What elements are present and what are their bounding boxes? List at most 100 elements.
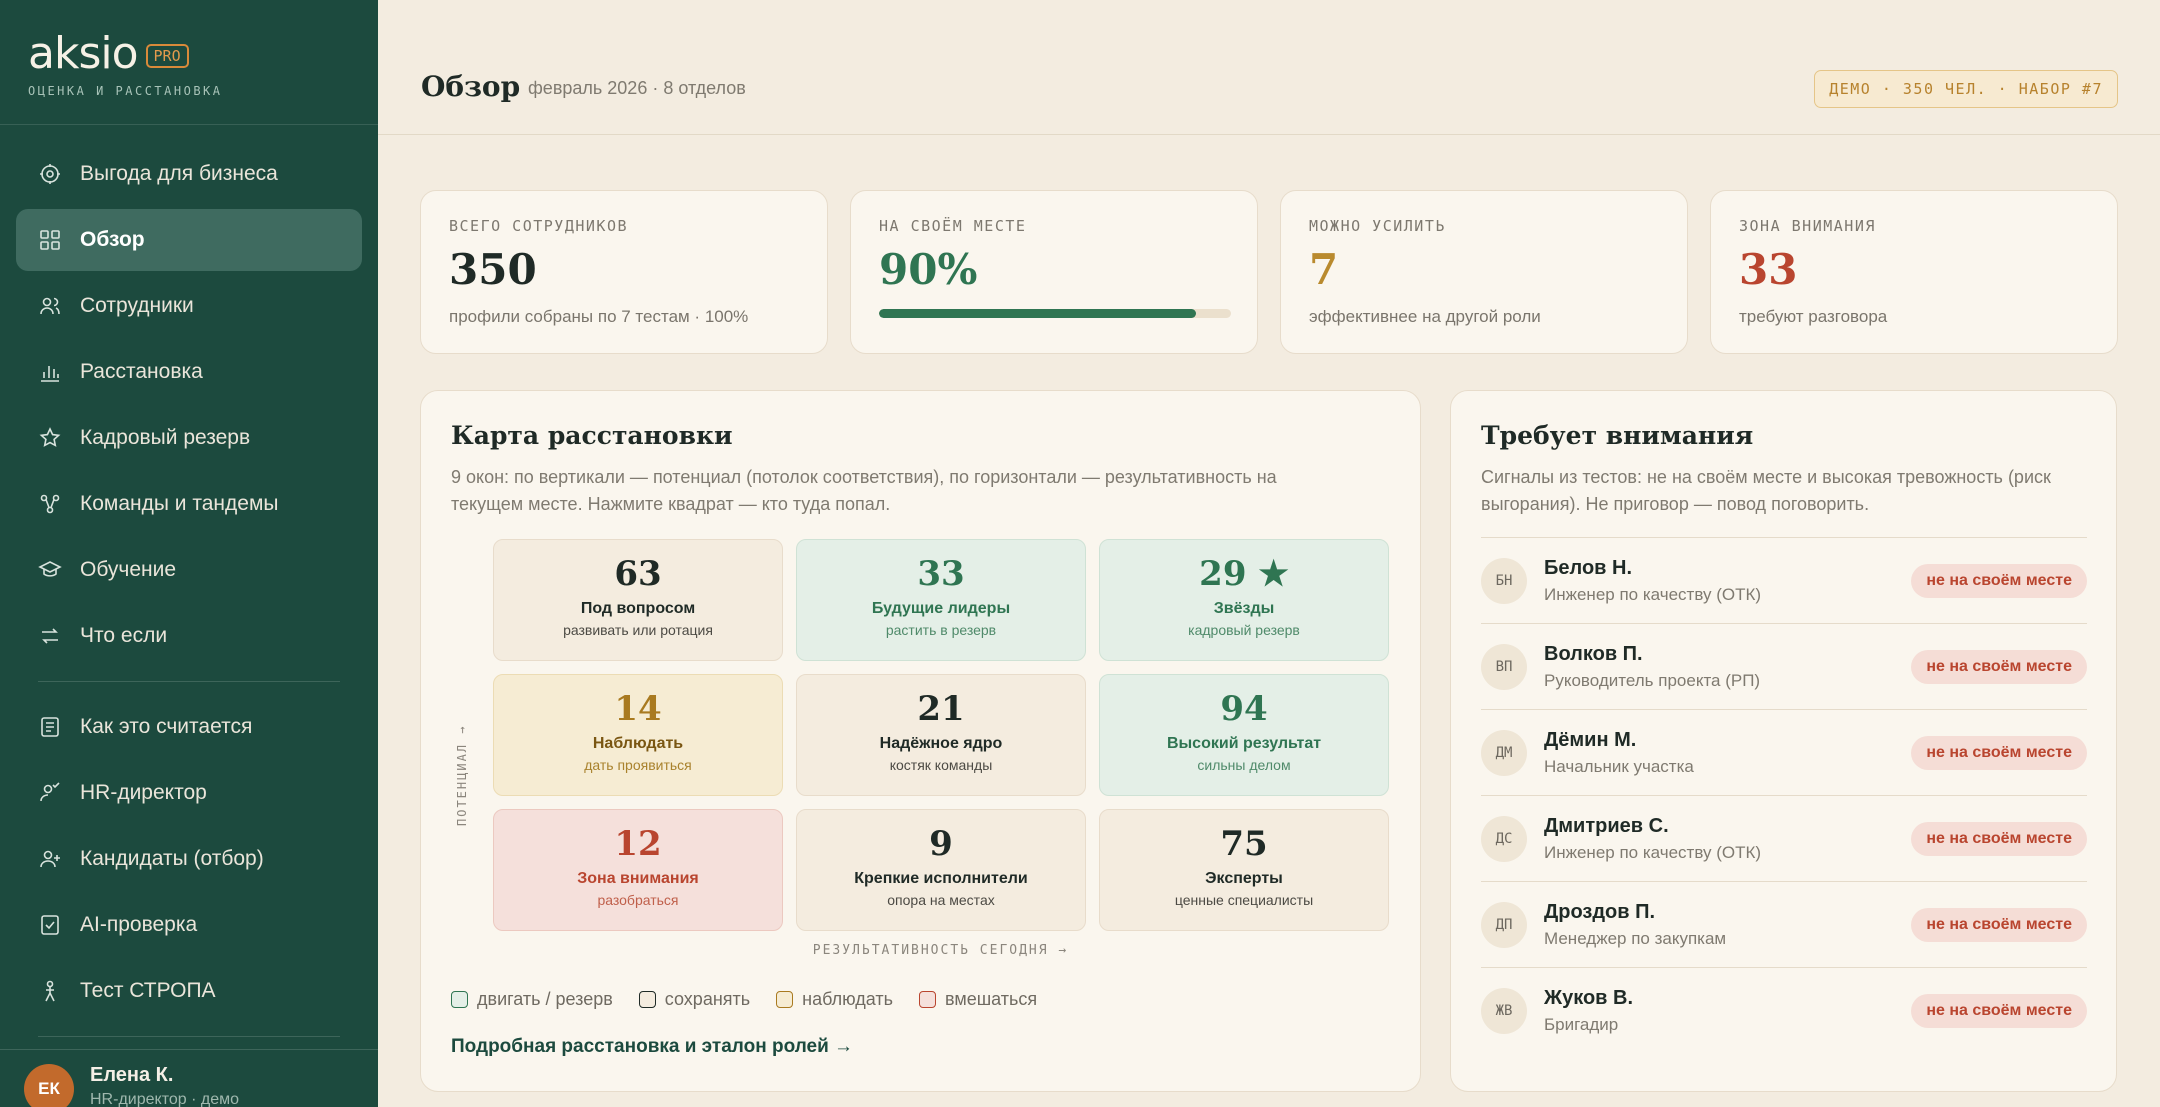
cell-subtitle: опора на местах	[887, 892, 995, 908]
legend-label: вмешаться	[944, 989, 1038, 1009]
cell-subtitle: сильны делом	[1197, 757, 1291, 773]
kpi-card-improve[interactable]: МОЖНО УСИЛИТЬ 7 эффективнее на другой ро…	[1280, 190, 1688, 354]
kpi-note: профили собраны по 7 тестам · 100%	[449, 307, 749, 326]
status-badge: не на своём месте	[1911, 563, 2087, 598]
sidebar-item-candidates[interactable]: Кандидаты (отбор)	[16, 828, 362, 890]
sidebar-item-stropa-test[interactable]: Тест СТРОПА	[16, 960, 362, 1022]
cell-count: 63	[614, 554, 662, 594]
cell-count: 33	[917, 554, 965, 594]
legend-item: вмешаться	[918, 989, 1038, 1010]
list-item[interactable]: ДС Дмитриев С. Инженер по качеству (ОТК)…	[1481, 795, 2087, 881]
sidebar-item-employees[interactable]: Сотрудники	[16, 275, 362, 337]
grid-cell[interactable]: 29 ★ Звёзды кадровый резерв	[1099, 539, 1389, 661]
cell-title: Эксперты	[1205, 870, 1283, 887]
sidebar-item-label: Обучение	[80, 558, 177, 581]
user-profile[interactable]: ЕК Елена К. HR-директор · демо	[0, 1049, 378, 1107]
nav-divider	[38, 1036, 340, 1037]
avatar: ЖВ	[1481, 987, 1527, 1034]
sidebar-item-teams[interactable]: Команды и тандемы	[16, 473, 362, 535]
employee-role: Руководитель проекта (РП)	[1544, 670, 1761, 690]
cell-count: 9	[929, 824, 953, 864]
sidebar-item-label: Сотрудники	[80, 294, 194, 317]
sidebar-item-what-if[interactable]: Что если	[16, 605, 362, 667]
cell-subtitle: развивать или ротация	[563, 622, 713, 638]
legend-item: наблюдать	[776, 989, 893, 1010]
grid-cell[interactable]: 21 Надёжное ядро костяк команды	[796, 674, 1086, 796]
list-item[interactable]: ДМ Дёмин М. Начальник участка не на своё…	[1481, 709, 2087, 795]
cell-count: 29 ★	[1199, 554, 1289, 594]
panel-description: Сигналы из тестов: не на своём месте и в…	[1481, 467, 2051, 514]
cell-title: Крепкие исполнители	[854, 870, 1028, 887]
kpi-card-fit[interactable]: НА СВОЁМ МЕСТЕ 90%	[850, 190, 1258, 354]
cell-title: Надёжное ядро	[879, 735, 1003, 752]
legend-label: наблюдать	[802, 989, 893, 1009]
demo-badge: ДЕМО · 350 ЧЕЛ. · НАБОР #7	[1814, 70, 2118, 108]
graduation-cap-icon	[38, 558, 62, 582]
kpi-label: НА СВОЁМ МЕСТЕ	[879, 217, 1027, 235]
panel-title: Карта расстановки	[451, 421, 733, 450]
document-icon	[38, 715, 62, 739]
list-item[interactable]: БН Белов Н. Инженер по качеству (ОТК) не…	[1481, 537, 2087, 623]
user-name: Елена К.	[90, 1064, 174, 1086]
kpi-label: МОЖНО УСИЛИТЬ	[1309, 217, 1446, 235]
page-header: Обзор февраль 2026 · 8 отделов ДЕМО · 35…	[378, 0, 2160, 135]
cell-subtitle: дать проявиться	[584, 757, 692, 773]
list-item[interactable]: ВП Волков П. Руководитель проекта (РП) н…	[1481, 623, 2087, 709]
sidebar-item-label: Тест СТРОПА	[80, 979, 216, 1002]
status-badge: не на своём месте	[1911, 993, 2087, 1028]
detailed-placement-link[interactable]: Подробная расстановка и эталон ролей →	[451, 1036, 854, 1057]
cell-count: 14	[614, 689, 662, 729]
sidebar-item-hr-director[interactable]: HR-директор	[16, 762, 362, 824]
user-check-icon	[38, 781, 62, 805]
logo-block: aksio PRO ОЦЕНКА И РАССТАНОВКА	[0, 0, 378, 125]
placement-map-panel: Карта расстановки 9 окон: по вертикали —…	[420, 390, 1421, 1092]
grid-cell[interactable]: 9 Крепкие исполнители опора на местах	[796, 809, 1086, 931]
sidebar-item-label: Расстановка	[80, 360, 203, 383]
sidebar-item-talent-pool[interactable]: Кадровый резерв	[16, 407, 362, 469]
sidebar-item-label: Что если	[80, 624, 168, 647]
grid-cell[interactable]: 75 Эксперты ценные специалисты	[1099, 809, 1389, 931]
logo-wordmark[interactable]: aksio	[28, 28, 139, 79]
nav-divider	[38, 681, 340, 682]
avatar: ДМ	[1481, 729, 1527, 776]
page-subtitle: февраль 2026 · 8 отделов	[528, 78, 746, 98]
list-item[interactable]: ЖВ Жуков В. Бригадир не на своём месте	[1481, 967, 2087, 1053]
employee-role: Бригадир	[1544, 1014, 1619, 1034]
fit-progress-fill	[879, 309, 1196, 318]
file-check-icon	[38, 913, 62, 937]
grid-cell[interactable]: 12 Зона внимания разобраться	[493, 809, 783, 931]
status-badge: не на своём месте	[1911, 735, 2087, 770]
map-legend: двигать / резерв сохранять наблюдать вме…	[451, 989, 1037, 1010]
grid-cell[interactable]: 14 Наблюдать дать проявиться	[493, 674, 783, 796]
sidebar-item-ai-check[interactable]: AI-проверка	[16, 894, 362, 956]
sidebar-item-business-value[interactable]: Выгода для бизнеса	[16, 143, 362, 205]
cell-subtitle: кадровый резерв	[1188, 622, 1300, 638]
sidebar-item-overview[interactable]: Обзор	[16, 209, 362, 271]
legend-label: двигать / резерв	[477, 989, 613, 1009]
sidebar-item-label: Команды и тандемы	[80, 492, 279, 515]
kpi-card-attention[interactable]: ЗОНА ВНИМАНИЯ 33 требуют разговора	[1710, 190, 2118, 354]
main-nav: Выгода для бизнеса Обзор Сотрудники Расс…	[0, 125, 378, 1037]
employee-name: Жуков В.	[1544, 986, 1634, 1009]
kpi-value: 350	[449, 245, 537, 294]
employee-name: Волков П.	[1544, 642, 1643, 665]
sidebar-item-label: Кандидаты (отбор)	[80, 847, 264, 870]
kpi-note: эффективнее на другой роли	[1309, 307, 1541, 326]
cell-count: 75	[1220, 824, 1268, 864]
sidebar-item-placement[interactable]: Расстановка	[16, 341, 362, 403]
cell-title: Будущие лидеры	[871, 600, 1011, 617]
employee-role: Инженер по качеству (ОТК)	[1544, 584, 1762, 604]
avatar: ДП	[1481, 901, 1527, 948]
list-item[interactable]: ДП Дроздов П. Менеджер по закупкам не на…	[1481, 881, 2087, 967]
grid-cell[interactable]: 33 Будущие лидеры растить в резерв	[796, 539, 1086, 661]
user-role: HR-директор · демо	[90, 1091, 239, 1107]
kpi-card-total[interactable]: ВСЕГО СОТРУДНИКОВ 350 профили собраны по…	[420, 190, 828, 354]
grid-cell[interactable]: 94 Высокий результат сильны делом	[1099, 674, 1389, 796]
status-badge: не на своём месте	[1911, 907, 2087, 942]
fit-progress-bar	[879, 309, 1231, 318]
logo-tagline: ОЦЕНКА И РАССТАНОВКА	[28, 84, 223, 98]
sidebar-item-training[interactable]: Обучение	[16, 539, 362, 601]
user-plus-icon	[38, 847, 62, 871]
grid-cell[interactable]: 63 Под вопросом развивать или ротация	[493, 539, 783, 661]
sidebar-item-methodology[interactable]: Как это считается	[16, 696, 362, 758]
